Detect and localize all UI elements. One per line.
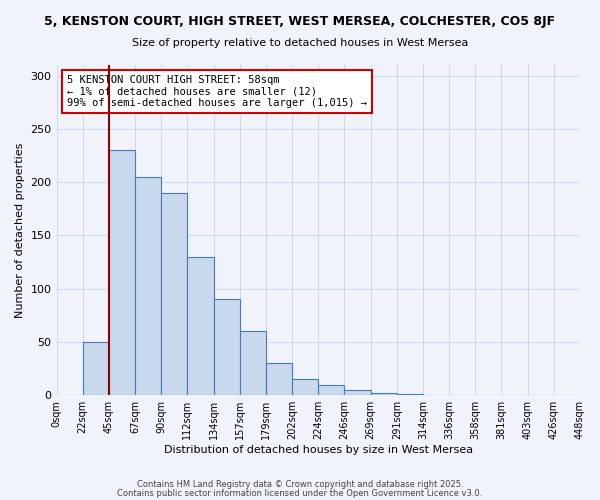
Bar — [371, 393, 397, 395]
Text: Contains HM Land Registry data © Crown copyright and database right 2025.: Contains HM Land Registry data © Crown c… — [137, 480, 463, 489]
Text: 5, KENSTON COURT, HIGH STREET, WEST MERSEA, COLCHESTER, CO5 8JF: 5, KENSTON COURT, HIGH STREET, WEST MERS… — [44, 15, 556, 28]
Text: 5 KENSTON COURT HIGH STREET: 58sqm
← 1% of detached houses are smaller (12)
99% : 5 KENSTON COURT HIGH STREET: 58sqm ← 1% … — [67, 75, 367, 108]
X-axis label: Distribution of detached houses by size in West Mersea: Distribution of detached houses by size … — [164, 445, 473, 455]
Y-axis label: Number of detached properties: Number of detached properties — [15, 142, 25, 318]
Bar — [397, 394, 423, 395]
Text: Size of property relative to detached houses in West Mersea: Size of property relative to detached ho… — [132, 38, 468, 48]
Bar — [292, 379, 318, 395]
Bar — [318, 384, 344, 395]
Bar — [187, 256, 214, 395]
Bar — [109, 150, 135, 395]
Bar — [214, 300, 240, 395]
Bar — [344, 390, 371, 395]
Text: Contains public sector information licensed under the Open Government Licence v3: Contains public sector information licen… — [118, 488, 482, 498]
Bar — [135, 177, 161, 395]
Bar — [161, 193, 187, 395]
Bar — [240, 332, 266, 395]
Bar — [266, 364, 292, 395]
Bar — [83, 342, 109, 395]
